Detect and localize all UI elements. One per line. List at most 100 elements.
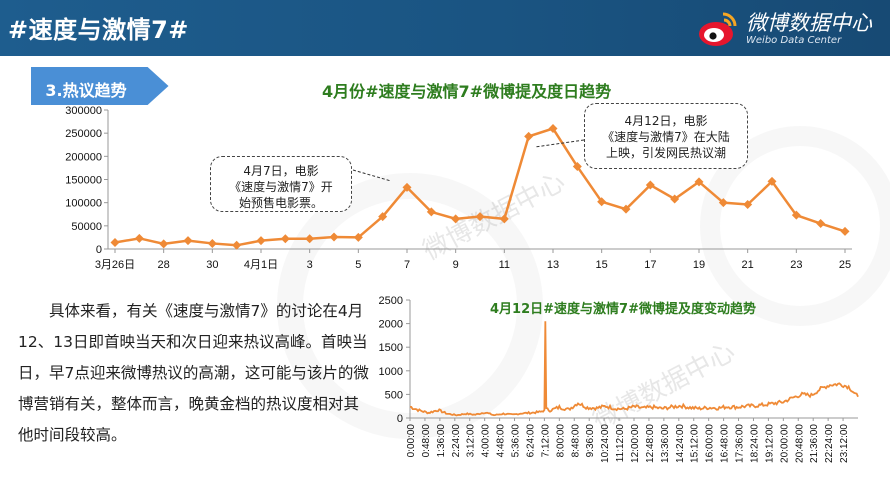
chart1-y-tick-label: 200000 bbox=[65, 151, 102, 163]
analysis-paragraph: 具体来看，有关《速度与激情7》的讨论在4月12、13日即首映当天和次日迎来热议高… bbox=[18, 302, 369, 444]
chart1-data-point bbox=[791, 210, 801, 220]
chart1-data-point bbox=[183, 236, 193, 246]
chart1-data-point bbox=[743, 200, 753, 210]
chart2-x-tick-label: 17:36:00 bbox=[735, 424, 746, 463]
callout1-pointer bbox=[352, 169, 392, 182]
chart1-data-point bbox=[232, 240, 242, 250]
chart1-x-tick-label: 28 bbox=[158, 259, 170, 271]
chart1-data-point bbox=[402, 182, 412, 192]
chart2-x-tick-label: 21:36:00 bbox=[809, 424, 820, 463]
chart2-x-tick-label: 19:12:00 bbox=[764, 424, 775, 463]
chart1-data-point bbox=[694, 177, 704, 187]
callout-apr12-line2: 《速度与激情7》在大陆 bbox=[602, 130, 730, 144]
chart2-x-tick-label: 12:00:00 bbox=[630, 424, 641, 463]
chart2-x-tick-label: 6:24:00 bbox=[525, 424, 536, 458]
chart1-x-tick-label: 17 bbox=[644, 259, 656, 271]
chart2-x-tick-label: 11:12:00 bbox=[615, 424, 626, 463]
chart1-title: 4月份#速度与激情7#微博提及度日趋势 bbox=[322, 82, 612, 101]
chart2-y-tick-label: 1500 bbox=[379, 342, 403, 354]
chart1-x-tick-label: 25 bbox=[839, 259, 851, 271]
chart1-data-point bbox=[621, 204, 631, 214]
chart1-data-point bbox=[256, 236, 266, 246]
chart1-data-point bbox=[110, 238, 120, 248]
callout-apr7-line1: 4月7日，电影 bbox=[243, 164, 319, 178]
callout-apr7-line3: 始预售电影票。 bbox=[238, 196, 323, 210]
chart1-x-tick-label: 23 bbox=[790, 259, 802, 271]
chart1-y-tick-label: 0 bbox=[96, 244, 102, 256]
chart2-x-tick-label: 8:00:00 bbox=[555, 424, 566, 458]
chart1-data-point bbox=[329, 232, 339, 242]
chart2-x-tick-label: 1:36:00 bbox=[436, 424, 447, 458]
chart2-x-tick-label: 16:48:00 bbox=[720, 424, 731, 463]
callout-apr7-line2: 《速度与激情7》开 bbox=[229, 180, 333, 194]
chart2-x-tick-label: 14:24:00 bbox=[675, 424, 686, 463]
chart1-y-tick-label: 100000 bbox=[65, 198, 102, 210]
chart2-x-tick-label: 10:24:00 bbox=[600, 424, 611, 463]
section-tag-arrow bbox=[30, 66, 170, 106]
chart2-x-tick-label: 22:24:00 bbox=[824, 424, 835, 463]
chart1-data-point bbox=[426, 207, 436, 217]
chart2-y-tick-label: 2000 bbox=[379, 319, 403, 331]
chart1-data-point bbox=[305, 234, 315, 244]
chart2-x-tick-label: 20:48:00 bbox=[794, 424, 805, 463]
chart1-data-point bbox=[645, 180, 655, 190]
chart1-data-point bbox=[207, 238, 217, 248]
page-title: #速度与激情7# bbox=[8, 16, 189, 44]
brand-subtitle: Weibo Data Center bbox=[746, 35, 842, 46]
chart2-x-tick-label: 7:12:00 bbox=[540, 424, 551, 458]
section-label: 3.热议趋势 bbox=[45, 81, 127, 100]
chart2-x-tick-label: 15:12:00 bbox=[690, 424, 701, 463]
chart1-y-tick-label: 50000 bbox=[71, 221, 102, 233]
chart2-x-tick-label: 12:48:00 bbox=[645, 424, 656, 463]
chart2-x-tick-label: 16:00:00 bbox=[705, 424, 716, 463]
callout-apr12-line3: 上映，引发网民热议潮 bbox=[605, 146, 726, 160]
chart2-x-tick-label: 3:12:00 bbox=[466, 424, 477, 458]
chart2-x-tick-label: 5:36:00 bbox=[511, 424, 522, 458]
chart2-x-tick-label: 13:36:00 bbox=[660, 424, 671, 463]
chart1-data-point bbox=[597, 197, 607, 207]
chart2-x-tick-label: 18:24:00 bbox=[749, 424, 760, 463]
chart1-x-tick-label: 9 bbox=[453, 259, 459, 271]
chart1-data-point bbox=[840, 226, 850, 236]
chart1-data-point bbox=[670, 194, 680, 204]
hourly-trend-line bbox=[409, 321, 859, 417]
chart1-data-point bbox=[524, 131, 534, 141]
chart1-data-point bbox=[159, 239, 169, 249]
chart1-data-point bbox=[378, 212, 388, 222]
chart1-x-tick-label: 3月26日 bbox=[95, 259, 135, 271]
chart1-data-point bbox=[718, 198, 728, 208]
chart1-y-tick-label: 150000 bbox=[65, 175, 102, 187]
chart2-x-tick-label: 9:36:00 bbox=[585, 424, 596, 458]
chart1-data-point bbox=[134, 233, 144, 243]
chart2-x-tick-label: 23:12:00 bbox=[839, 424, 850, 463]
chart1-x-tick-label: 3 bbox=[307, 259, 313, 271]
callout-apr7: 4月7日，电影 《速度与激情7》开 始预售电影票。 bbox=[210, 156, 352, 212]
chart1-x-tick-label: 11 bbox=[499, 259, 510, 271]
chart1-data-point bbox=[572, 162, 582, 172]
header-bar: #速度与激情7# 微博数据中心 Weibo Data Center bbox=[0, 0, 890, 56]
chart2-x-tick-label: 4:00:00 bbox=[481, 424, 492, 458]
chart1-data-point bbox=[475, 212, 485, 222]
chart2-x-tick-label: 8:48:00 bbox=[570, 424, 581, 458]
chart1-y-tick-label: 300000 bbox=[65, 105, 102, 117]
brand-logo: 微博数据中心 Weibo Data Center bbox=[696, 8, 872, 50]
brand-name: 微博数据中心 bbox=[746, 11, 872, 35]
chart1-data-point bbox=[767, 176, 777, 186]
callout-apr12-line1: 4月12日，电影 bbox=[624, 114, 708, 128]
chart2-x-tick-label: 0:48:00 bbox=[421, 424, 432, 458]
chart1-x-tick-label: 19 bbox=[693, 259, 705, 271]
chart1-data-point bbox=[353, 232, 363, 242]
chart1-data-point bbox=[451, 214, 461, 224]
weibo-logo-icon bbox=[699, 12, 737, 46]
callout2-pointer bbox=[534, 139, 585, 148]
chart1-x-tick-label: 21 bbox=[742, 259, 754, 271]
chart1-x-tick-label: 30 bbox=[206, 259, 218, 271]
chart1-x-tick-label: 5 bbox=[355, 259, 361, 271]
chart2-y-tick-label: 500 bbox=[385, 389, 403, 401]
chart2-x-tick-label: 20:00:00 bbox=[779, 424, 790, 463]
chart1-x-tick-label: 7 bbox=[404, 259, 410, 271]
chart1-x-tick-label: 13 bbox=[547, 259, 559, 271]
chart2-y-tick-label: 0 bbox=[397, 413, 403, 425]
